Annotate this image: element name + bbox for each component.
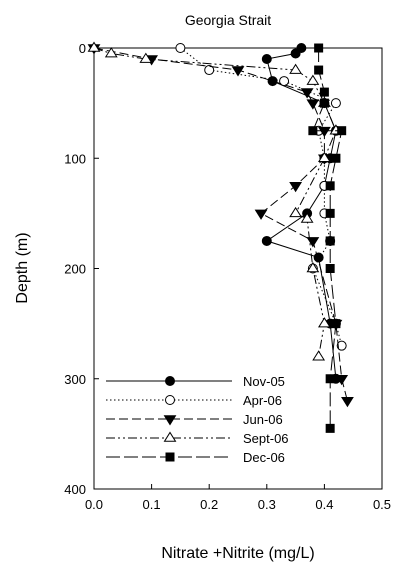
data-point [314, 65, 324, 75]
x-tick-label: 0.4 [315, 497, 333, 512]
data-point [331, 153, 341, 163]
legend-marker [165, 395, 175, 405]
data-point [325, 374, 335, 384]
plot-frame [93, 47, 383, 490]
data-point [312, 350, 326, 361]
y-tick-label: 200 [64, 262, 86, 277]
data-point [306, 74, 320, 85]
data-point [231, 66, 245, 77]
data-point [341, 397, 354, 408]
data-point [289, 182, 303, 193]
data-point [279, 76, 290, 87]
data-point [289, 206, 303, 218]
legend-label: Sept-06 [243, 431, 289, 446]
data-point [319, 87, 329, 97]
series-dec-06 [308, 43, 347, 433]
y-axis-label: Depth (m) [14, 232, 31, 303]
x-tick-label: 0.3 [258, 497, 276, 512]
y-tick-label: 400 [64, 482, 86, 497]
y-axis: 0 100 200 300 400 [64, 41, 99, 497]
legend-item: Nov-05 [106, 374, 285, 389]
data-point [104, 47, 118, 58]
legend-label: Nov-05 [243, 374, 285, 389]
data-point [261, 235, 272, 246]
x-tick-label: 0.0 [85, 497, 103, 512]
legend-item: Jun-06 [106, 412, 283, 427]
data-point [254, 209, 268, 220]
data-point [317, 126, 331, 138]
x-tick-label: 0.2 [200, 497, 218, 512]
legend-item: Dec-06 [106, 450, 285, 465]
legend-label: Dec-06 [243, 450, 285, 465]
x-axis: 0.0 0.1 0.2 0.3 0.4 0.5 [85, 484, 391, 512]
legend-item: Apr-06 [106, 393, 282, 408]
data-point [325, 236, 335, 246]
data-point [325, 423, 335, 433]
legend-marker [165, 376, 175, 386]
legend-marker [165, 452, 175, 462]
data-point [306, 262, 320, 273]
data-point [204, 65, 215, 76]
data-point [289, 63, 303, 74]
series-jun-06 [87, 44, 354, 408]
data-point [325, 181, 335, 191]
data-point [325, 264, 335, 273]
data-point [335, 374, 349, 386]
x-axis-label: Nitrate +Nitrite (mg/L) [161, 545, 314, 562]
legend-label: Jun-06 [243, 412, 283, 427]
data-point [308, 126, 318, 136]
x-tick-label: 0.5 [373, 497, 391, 512]
data-point [306, 237, 320, 248]
data-point [325, 208, 335, 218]
data-point [337, 126, 347, 136]
data-point [319, 98, 329, 108]
data-point [290, 48, 301, 59]
data-point [317, 151, 331, 163]
data-point [331, 319, 341, 329]
data-point [317, 317, 331, 328]
data-point [139, 52, 153, 63]
data-point [314, 43, 324, 53]
series-line [93, 47, 337, 357]
data-point [261, 54, 272, 65]
y-tick-label: 300 [64, 372, 86, 387]
x-tick-label: 0.1 [143, 497, 161, 512]
data-point [330, 98, 341, 109]
data-point [87, 41, 101, 52]
y-tick-label: 0 [79, 41, 86, 56]
legend-label: Apr-06 [243, 393, 282, 408]
data-point [300, 212, 314, 223]
legend: Nov-05 Apr-06 Jun-06 Sept-06 Dec-06 [106, 374, 289, 465]
data-point [175, 43, 186, 53]
data-point [336, 340, 347, 351]
legend-marker [163, 431, 177, 442]
y-tick-label: 100 [64, 151, 86, 166]
legend-item: Sept-06 [106, 431, 289, 446]
data-point [300, 88, 314, 99]
series-layer [87, 41, 354, 433]
plot-area [93, 47, 383, 490]
chart-title: Georgia Strait [185, 12, 271, 28]
data-point [306, 99, 320, 110]
legend-marker [163, 415, 177, 426]
